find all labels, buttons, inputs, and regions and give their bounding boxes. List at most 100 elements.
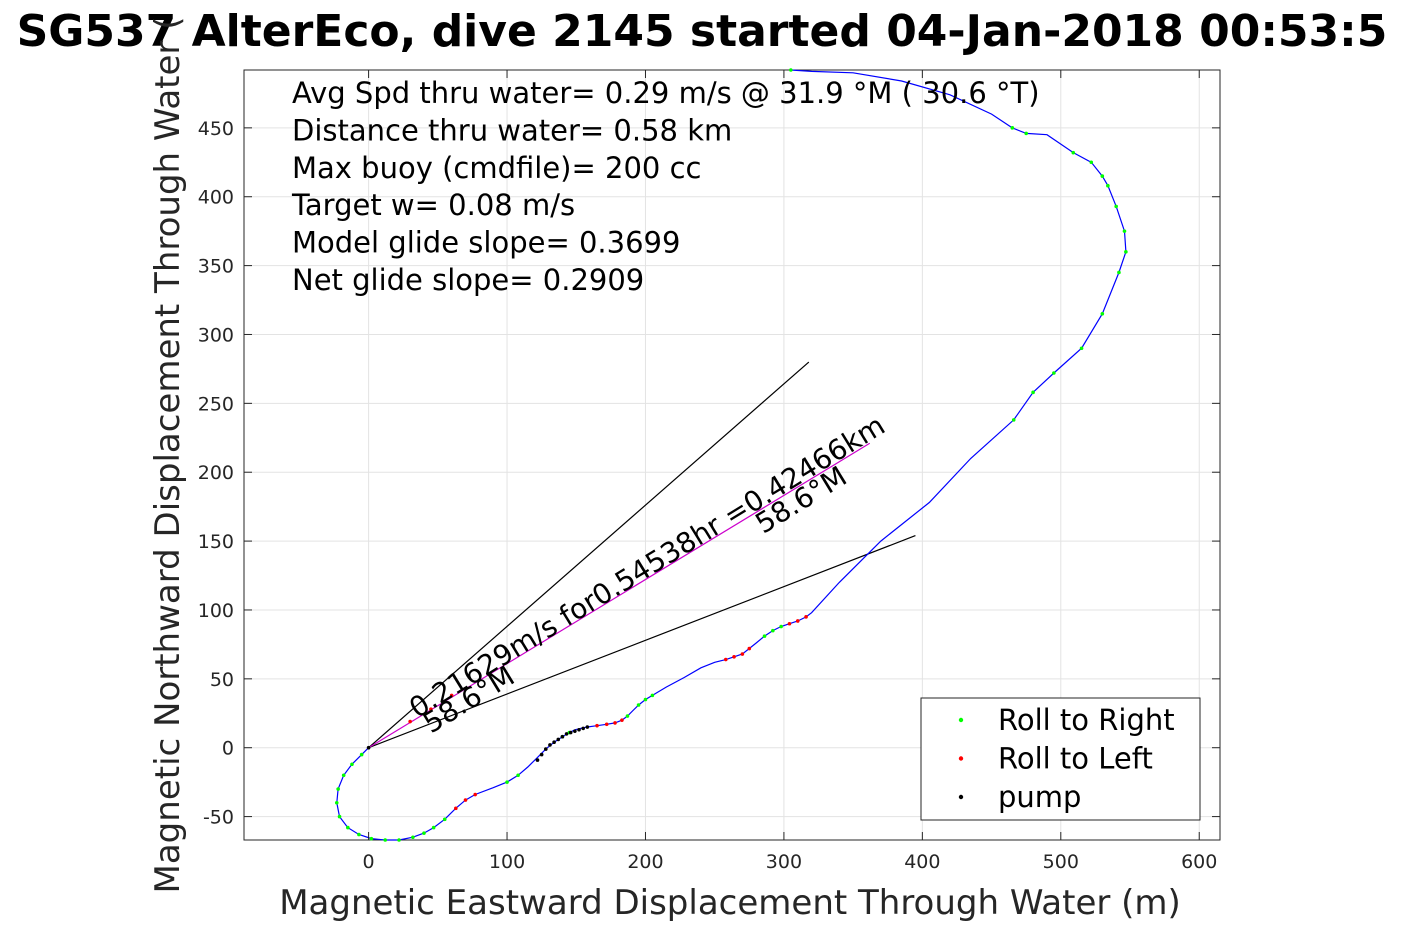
roll-right-point bbox=[1124, 250, 1128, 254]
data-layer bbox=[334, 68, 1128, 842]
pump-point bbox=[535, 758, 540, 762]
chart-title: SG537 AlterEco, dive 2145 started 04-Jan… bbox=[17, 6, 1388, 57]
x-tick-label: 600 bbox=[1181, 851, 1217, 873]
roll-right-point bbox=[1052, 371, 1056, 375]
stat-line: Max buoy (cmdfile)= 200 cc bbox=[292, 151, 701, 185]
roll-right-point bbox=[1100, 174, 1105, 178]
annotation-layer: 0.21629m/s for0.54538hr =0.42466km58.6°M… bbox=[403, 409, 890, 740]
y-tick-label: 200 bbox=[198, 462, 234, 484]
roll-right-point bbox=[411, 835, 415, 840]
pump-point bbox=[568, 730, 573, 735]
roll-right-point bbox=[1024, 131, 1028, 136]
roll-right-point bbox=[650, 693, 655, 698]
roll-right-point bbox=[341, 773, 346, 778]
legend-marker bbox=[958, 794, 964, 800]
roll-right-point bbox=[643, 697, 648, 702]
stat-line: Avg Spd thru water= 0.29 m/s @ 31.9 °M (… bbox=[292, 76, 1040, 110]
roll-right-point bbox=[1100, 312, 1105, 316]
pump-point bbox=[560, 734, 565, 739]
roll-left-point bbox=[604, 722, 609, 727]
roll-left-point bbox=[787, 621, 792, 626]
x-tick-label: 500 bbox=[1043, 851, 1079, 873]
roll-left-point bbox=[463, 798, 468, 802]
heading-wedge-line bbox=[368, 535, 916, 749]
roll-left-point bbox=[620, 718, 624, 722]
y-tick-label: 300 bbox=[198, 324, 234, 346]
roll-left-point bbox=[454, 806, 458, 811]
roll-right-point bbox=[1031, 390, 1035, 395]
pump-point bbox=[577, 728, 581, 732]
roll-left-point bbox=[804, 615, 808, 619]
roll-left-point bbox=[429, 707, 433, 711]
glider-track-line bbox=[336, 69, 1127, 841]
roll-right-point bbox=[397, 838, 401, 842]
pump-point bbox=[539, 752, 544, 757]
roll-right-point bbox=[422, 831, 426, 835]
y-tick-label: 250 bbox=[198, 393, 234, 415]
roll-right-point bbox=[779, 624, 783, 629]
legend-label: pump bbox=[998, 780, 1081, 814]
heading-wedge-line bbox=[368, 361, 810, 749]
roll-left-point bbox=[740, 652, 745, 656]
pump-point bbox=[548, 743, 552, 747]
roll-left-point bbox=[449, 693, 454, 698]
roll-right-point bbox=[334, 801, 339, 805]
x-tick-label: 400 bbox=[904, 851, 940, 873]
y-tick-label: 350 bbox=[198, 256, 234, 278]
roll-right-point bbox=[762, 634, 767, 638]
roll-right-point bbox=[346, 825, 350, 830]
roll-right-point bbox=[1089, 160, 1094, 165]
roll-right-point bbox=[431, 825, 436, 830]
pump-point bbox=[564, 732, 569, 736]
stats-block: Avg Spd thru water= 0.29 m/s @ 31.9 °M (… bbox=[291, 76, 1040, 297]
y-tick-label: 0 bbox=[222, 738, 234, 760]
roll-right-point bbox=[1010, 126, 1015, 130]
roll-right-point bbox=[625, 714, 630, 718]
roll-left-point bbox=[795, 619, 800, 623]
pump-point bbox=[556, 737, 561, 742]
pump-point bbox=[366, 745, 371, 750]
roll-left-point bbox=[408, 719, 412, 724]
roll-right-point bbox=[1117, 270, 1121, 275]
pump-point bbox=[543, 747, 548, 751]
x-tick-label: 200 bbox=[627, 851, 663, 873]
roll-right-point bbox=[1122, 229, 1127, 233]
pump-point bbox=[573, 729, 577, 733]
roll-right-point bbox=[505, 780, 509, 784]
stat-line: Net glide slope= 0.2909 bbox=[292, 263, 644, 297]
x-tick-label: 100 bbox=[489, 851, 525, 873]
y-tick-label: 400 bbox=[198, 187, 234, 209]
y-tick-label: -50 bbox=[203, 807, 234, 829]
roll-right-point bbox=[442, 817, 447, 822]
roll-left-point bbox=[473, 792, 477, 797]
roll-right-point bbox=[771, 628, 775, 633]
y-tick-label: 50 bbox=[210, 669, 234, 691]
legend-label: Roll to Right bbox=[998, 703, 1175, 737]
grid-layer bbox=[244, 70, 1220, 840]
roll-right-point bbox=[359, 752, 364, 757]
roll-left-point bbox=[723, 657, 728, 662]
legend-label: Roll to Left bbox=[998, 742, 1153, 776]
roll-right-point bbox=[357, 832, 361, 837]
roll-right-point bbox=[1106, 183, 1110, 188]
x-tick-label: 0 bbox=[363, 851, 375, 873]
y-tick-label: 450 bbox=[198, 118, 234, 140]
roll-right-point bbox=[636, 703, 641, 707]
pump-point bbox=[552, 740, 556, 745]
x-tick-label: 300 bbox=[766, 851, 802, 873]
legend: Roll to Right Roll to Left pump bbox=[920, 697, 1201, 821]
tick-layer: 0 100 200 300 400 500 600 -50 0 50 100 150 200 250 300… bbox=[198, 70, 1220, 873]
roll-right-point bbox=[369, 836, 374, 841]
roll-right-point bbox=[1011, 418, 1016, 422]
roll-right-point bbox=[1114, 204, 1118, 209]
y-tick-label: 100 bbox=[198, 600, 234, 622]
pump-point bbox=[581, 726, 585, 731]
legend-marker bbox=[958, 717, 964, 723]
roll-left-point bbox=[747, 646, 752, 651]
roll-right-point bbox=[516, 773, 520, 778]
roll-right-point bbox=[336, 787, 340, 791]
roll-right-point bbox=[1071, 150, 1076, 155]
stat-line: Distance thru water= 0.58 km bbox=[292, 113, 732, 147]
stat-line: Model glide slope= 0.3699 bbox=[292, 226, 680, 260]
